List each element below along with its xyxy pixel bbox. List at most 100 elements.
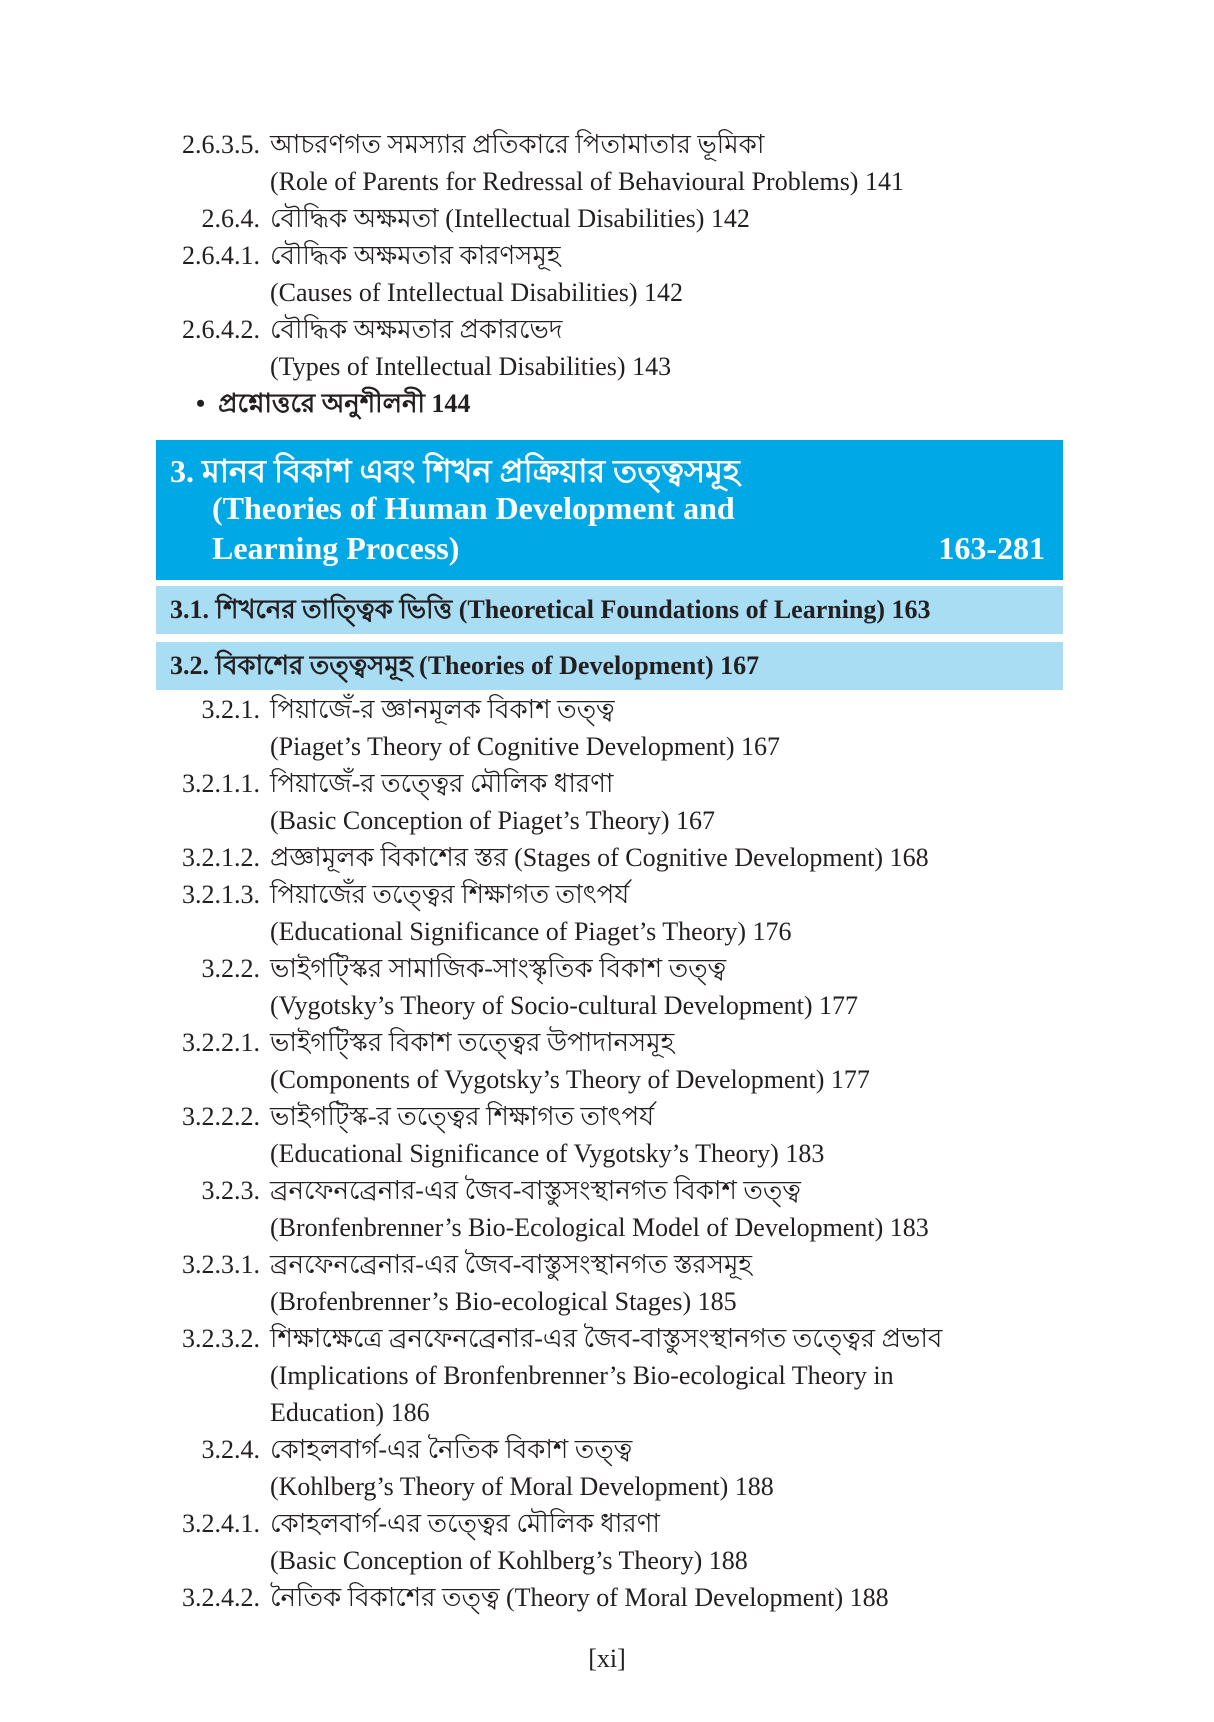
entry-text: নৈতিক বিকাশের তত্ত্ব (Theory of Moral De… [270,1583,889,1612]
entry-number: 3.2.2. [201,954,261,983]
entry-number [156,802,262,839]
chapter-heading: 3. মানব বিকাশ এবং শিখন প্রক্রিয়ার তত্ত্… [156,440,1063,580]
entry-number [156,1283,262,1320]
entry-number: 3.2.1. [201,695,261,724]
toc-entry-line: 2.6.4.2. বৌদ্ধিক অক্ষমতার প্রকারভেদ [156,311,1063,348]
entry-text: প্রজ্ঞামূলক বিকাশের স্তর (Stages of Cogn… [270,843,929,872]
toc-entry-line: (Vygotsky’s Theory of Socio-cultural Dev… [156,987,1063,1024]
entry-number: 3.2.2.1. [182,1028,260,1057]
toc-entry-line: (Types of Intellectual Disabilities) 143 [156,348,1063,385]
exercise-text: প্রশ্নোত্তরে অনুশীলনী 144 [218,389,471,418]
entry-number [156,1542,262,1579]
page-number: [xi] [588,1644,626,1673]
entry-text: (Brofenbrenner’s Bio-ecological Stages) … [270,1287,737,1316]
entry-text: বৌদ্ধিক অক্ষমতার কারণসমূহ [270,241,561,270]
entry-text: কোহলবার্গ-এর তত্ত্বের মৌলিক ধারণা [270,1509,660,1538]
entry-number: 3.2.1.1. [182,769,260,798]
toc-entry-line: 3.2.2.2. ভাইগট্স্কি-র তত্ত্বের শিক্ষাগত ত… [156,1098,1063,1135]
entry-text: (Kohlberg’s Theory of Moral Development)… [270,1472,774,1501]
chapter-title-english-2: Learning Process) [212,530,460,566]
entry-text: (Vygotsky’s Theory of Socio-cultural Dev… [270,991,859,1020]
toc-entry-line: (Piaget’s Theory of Cognitive Developmen… [156,728,1063,765]
entry-text: ব্রনফেনব্রেনার-এর জৈব-বাস্তুসংস্থানগত স্… [270,1250,753,1279]
entry-text: ভাইগট্স্কির সামাজিক-সাংস্কৃতিক বিকাশ তত্… [270,954,727,983]
toc-entry-line: 2.6.3.5. আচরণগত সমস্যার প্রতিকারে পিতামাত… [156,126,1063,163]
entry-text: পিয়াজেঁ-র জ্ঞানমূলক বিকাশ তত্ত্ব [270,695,615,724]
entry-text: কোহলবার্গ-এর নৈতিক বিকাশ তত্ত্ব [270,1435,633,1464]
entry-number: 2.6.4. [201,204,261,233]
entry-text: বৌদ্ধিক অক্ষমতা (Intellectual Disabiliti… [270,204,750,233]
entry-number: 3.2.4.2. [182,1583,260,1612]
entry-number [156,913,262,950]
entry-text: ভাইগট্স্কি-র তত্ত্বের শিক্ষাগত তাৎপর্য [270,1102,655,1131]
entry-number [156,987,262,1024]
toc-entry-line: 3.2.3.1. ব্রনফেনব্রেনার-এর জৈব-বাস্তুসংস্… [156,1246,1063,1283]
toc-entry-line: 3.2.4.2. নৈতিক বিকাশের তত্ত্ব (Theory of … [156,1579,1063,1616]
exercise-entry: • প্রশ্নোত্তরে অনুশীলনী 144 [156,385,1063,422]
entry-text: (Bronfenbrenner’s Bio-Ecological Model o… [270,1213,929,1242]
toc-entry-line: 3.2.4.1. কোহলবার্গ-এর তত্ত্বের মৌলিক ধারণ… [156,1505,1063,1542]
toc-entry-line: (Kohlberg’s Theory of Moral Development)… [156,1468,1063,1505]
entry-text: (Educational Significance of Vygotsky’s … [270,1139,825,1168]
toc-entry-line: 3.2.1.2. প্রজ্ঞামূলক বিকাশের স্তর (Stages… [156,839,1063,876]
chapter-title-bengali: 3. মানব বিকাশ এবং শিখন প্রক্রিয়ার তত্ত্… [170,453,740,489]
entry-number: 3.2.3.2. [182,1324,260,1353]
entry-number: 3.2.1.2. [182,843,260,872]
toc-entry-line: (Brofenbrenner’s Bio-ecological Stages) … [156,1283,1063,1320]
entry-text: শিক্ষাক্ষেত্রে ব্রনফেনব্রেনার-এর জৈব-বাস… [270,1324,943,1353]
entry-text: বৌদ্ধিক অক্ষমতার প্রকারভেদ [270,315,563,344]
entry-number [156,1394,262,1431]
entry-text: (Basic Conception of Piaget’s Theory) 16… [270,806,716,835]
toc-entry-line: 3.2.3.2. শিক্ষাক্ষেত্রে ব্রনফেনব্রেনার-এর… [156,1320,1063,1357]
entry-number [156,1135,262,1172]
entry-number [156,1209,262,1246]
entry-text: (Components of Vygotsky’s Theory of Deve… [270,1065,870,1094]
toc-entry-line: (Implications of Bronfenbrenner’s Bio-ec… [156,1357,1063,1394]
toc-entry-line: 3.2.1. পিয়াজেঁ-র জ্ঞানমূলক বিকাশ তত্ত্ব [156,691,1063,728]
toc-entry-line: 3.2.2. ভাইগট্স্কির সামাজিক-সাংস্কৃতিক বিক… [156,950,1063,987]
entry-text: (Role of Parents for Redressal of Behavi… [270,167,904,196]
entry-text: আচরণগত সমস্যার প্রতিকারে পিতামাতার ভূমিক… [270,130,765,159]
entry-number [156,163,262,200]
chapter-title-english-1: (Theories of Human Development and [212,490,735,526]
section-3-1: 3.1. শিখনের তাত্ত্বিক ভিত্তি (Theoretica… [156,586,1063,634]
entry-text: (Types of Intellectual Disabilities) 143 [270,352,672,381]
entry-number: 2.6.4.2. [182,315,260,344]
toc-entry-line: (Basic Conception of Kohlberg’s Theory) … [156,1542,1063,1579]
entry-number: 3.2.2.2. [182,1102,260,1131]
toc-entry-line: 3.2.4. কোহলবার্গ-এর নৈতিক বিকাশ তত্ত্ব [156,1431,1063,1468]
entry-number: 3.2.1.3. [182,880,260,909]
chapter-pages: 163-281 [938,530,1045,566]
toc-entry-line: (Basic Conception of Piaget’s Theory) 16… [156,802,1063,839]
entry-number [156,1468,262,1505]
section-3-1-text: 3.1. শিখনের তাত্ত্বিক ভিত্তি (Theoretica… [170,595,931,624]
entry-number: 3.2.4.1. [182,1509,260,1538]
toc-entries: 3.2.1. পিয়াজেঁ-র জ্ঞানমূলক বিকাশ তত্ত্ব (… [156,691,1063,1616]
entry-number [156,1061,262,1098]
entry-number: 3.2.3.1. [182,1250,260,1279]
entry-text: ভাইগট্স্কির বিকাশ তত্ত্বের উপাদানসমূহ [270,1028,675,1057]
entry-text: পিয়াজেঁর তত্ত্বের শিক্ষাগত তাৎপর্য [270,880,630,909]
toc-entry-line: (Components of Vygotsky’s Theory of Deve… [156,1061,1063,1098]
toc-entry-line: (Educational Significance of Vygotsky’s … [156,1135,1063,1172]
entry-text: (Basic Conception of Kohlberg’s Theory) … [270,1546,748,1575]
toc-top-entries: 2.6.3.5. আচরণগত সমস্যার প্রতিকারে পিতামাত… [156,126,1063,422]
entry-text: (Piaget’s Theory of Cognitive Developmen… [270,732,781,761]
entry-number [156,274,262,311]
entry-text: Education) 186 [270,1398,430,1427]
toc-entry-line: 3.2.1.1. পিয়াজেঁ-র তত্ত্বের মৌলিক ধারণা [156,765,1063,802]
toc-entry-line: (Role of Parents for Redressal of Behavi… [156,163,1063,200]
entry-text: (Causes of Intellectual Disabilities) 14… [270,278,684,307]
toc-entry-line: (Bronfenbrenner’s Bio-Ecological Model o… [156,1209,1063,1246]
entry-number [156,1357,262,1394]
toc-entry-line: (Educational Significance of Piaget’s Th… [156,913,1063,950]
toc-entry-line: 3.2.2.1. ভাইগট্স্কির বিকাশ তত্ত্বের উপাদা… [156,1024,1063,1061]
toc-entry-line: 2.6.4. বৌদ্ধিক অক্ষমতা (Intellectual Disa… [156,200,1063,237]
entry-text: পিয়াজেঁ-র তত্ত্বের মৌলিক ধারণা [270,769,614,798]
toc-entry-line: Education) 186 [156,1394,1063,1431]
section-3-2: 3.2. বিকাশের তত্ত্বসমূহ (Theories of Dev… [156,642,1063,690]
entry-number: 3.2.4. [201,1435,261,1464]
entry-number [156,348,262,385]
toc-entry-line: 3.2.1.3. পিয়াজেঁর তত্ত্বের শিক্ষাগত তাৎপ… [156,876,1063,913]
bullet-icon: • [196,389,206,418]
